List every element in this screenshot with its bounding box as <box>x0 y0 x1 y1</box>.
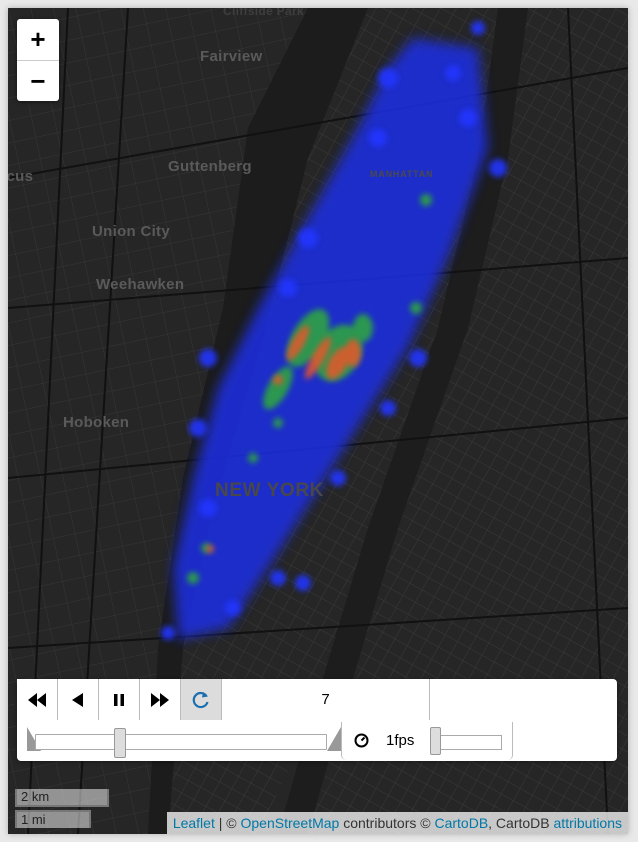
place-label-union-city: Union City <box>92 223 170 240</box>
forward-icon <box>151 692 169 707</box>
backward-button[interactable] <box>17 679 58 720</box>
place-label-fairview: Fairview <box>200 48 263 65</box>
speed-label: 1fps <box>386 732 415 749</box>
place-label-guttenberg: Guttenberg <box>168 158 252 175</box>
attribution-text-2: , CartoDB <box>488 815 550 831</box>
current-time-display: 7 <box>222 679 430 720</box>
cartodb-link[interactable]: CartoDB <box>434 815 489 831</box>
scale-imperial: 1 mi <box>15 810 91 828</box>
new-jersey-land <box>8 8 308 834</box>
attribution-bar: Leaflet | © OpenStreetMap contributors ©… <box>166 812 628 834</box>
zoom-in-button[interactable]: + <box>30 24 46 54</box>
place-label-manhattan: MANHATTAN <box>370 169 434 179</box>
loop-button[interactable] <box>181 679 222 720</box>
forward-button[interactable] <box>140 679 181 720</box>
map-view[interactable]: Cliffside Park Fairview Guttenberg MANHA… <box>8 8 628 834</box>
place-label-weehawken: Weehawken <box>96 276 185 293</box>
basemap <box>8 8 628 834</box>
attributions-link[interactable]: attributions <box>553 815 622 831</box>
step-back-icon <box>72 692 83 707</box>
time-slider[interactable] <box>23 727 341 758</box>
time-slider-track <box>35 734 327 750</box>
heatmap-layer <box>161 21 507 640</box>
speed-control: 1fps <box>341 722 513 760</box>
step-back-button[interactable] <box>58 679 99 720</box>
place-label-cliffside: Cliffside Park <box>223 8 304 18</box>
zoom-control: + − <box>17 19 59 101</box>
time-slider-thumb[interactable] <box>114 728 127 758</box>
pause-button[interactable] <box>99 679 140 720</box>
osm-link[interactable]: OpenStreetMap <box>240 815 340 831</box>
place-label-hoboken: Hoboken <box>63 414 130 431</box>
backward-icon <box>28 692 46 707</box>
attribution-text: contributors © <box>343 815 431 831</box>
east-land <box>308 8 628 834</box>
scale-metric: 2 km <box>15 789 109 807</box>
speedometer-icon <box>354 733 369 748</box>
attribution-sep: | © <box>218 815 237 831</box>
place-label-left: icus <box>8 168 34 185</box>
pause-icon <box>114 693 124 706</box>
loop-icon <box>192 691 209 708</box>
time-dimension-control: 7 1fps <box>17 679 617 761</box>
leaflet-link[interactable]: Leaflet <box>172 815 215 831</box>
place-label-new-york: NEW YORK <box>215 480 324 501</box>
slider-end-marker <box>327 727 341 751</box>
zoom-out-button[interactable]: − <box>17 60 59 102</box>
speed-slider-thumb[interactable] <box>430 727 441 755</box>
speed-slider-track[interactable] <box>432 735 502 750</box>
